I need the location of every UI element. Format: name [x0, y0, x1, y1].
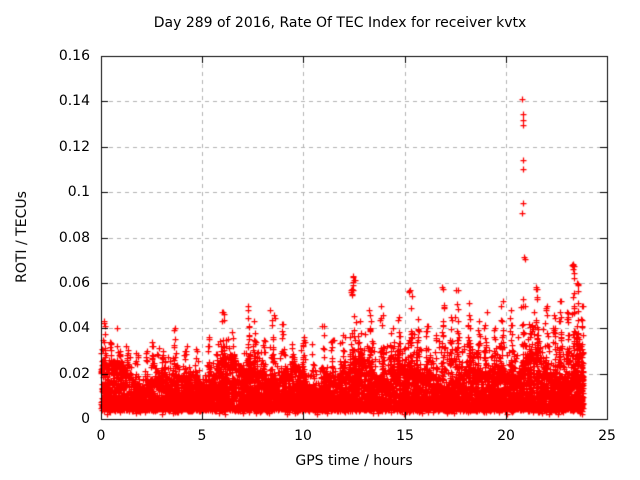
y-tick-label: 0.14 [58, 93, 90, 109]
x-tick-label: 15 [396, 428, 414, 444]
y-tick-label: 0.04 [58, 320, 90, 336]
y-tick-label: 0.08 [58, 230, 90, 246]
x-tick-label: 0 [96, 428, 106, 444]
y-tick-label: 0.1 [67, 184, 90, 200]
x-tick-label: 20 [497, 428, 515, 444]
x-tick-label: 5 [197, 428, 207, 444]
y-tick-label: 0 [81, 411, 90, 427]
chart-title: Day 289 of 2016, Rate Of TEC Index for r… [153, 15, 527, 31]
x-tick-label: 10 [294, 428, 312, 444]
y-tick-label: 0.16 [58, 48, 90, 64]
y-tick-label: 0.12 [58, 139, 90, 155]
y-tick-label: 0.02 [58, 366, 90, 382]
x-tick-label: 25 [598, 428, 616, 444]
y-tick-label: 0.06 [58, 275, 90, 291]
x-axis-label: GPS time / hours [295, 453, 413, 469]
